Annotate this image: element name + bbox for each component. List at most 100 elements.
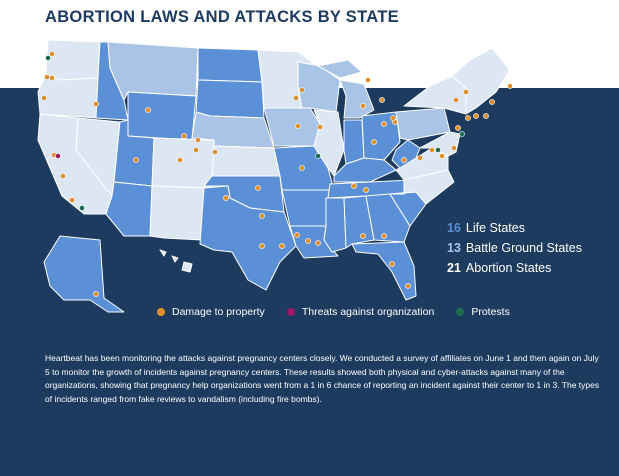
legend-label: Threats against organization (301, 306, 435, 318)
damage-dot (299, 87, 305, 93)
stat-battle-label: Battle Ground States (465, 241, 582, 255)
damage-dot (463, 89, 469, 95)
damage-dot (455, 125, 461, 131)
damage-dot (360, 103, 366, 109)
state-nm[interactable] (149, 185, 205, 241)
damage-dot (93, 291, 99, 297)
dot-icon (456, 308, 465, 316)
damage-dot (379, 97, 385, 103)
state-al[interactable] (343, 195, 375, 249)
damage-dot (483, 113, 489, 119)
state-ga[interactable] (365, 193, 411, 243)
stat-life: 16 Life States (447, 218, 582, 238)
stat-abortion: 21 Abortion States (447, 258, 582, 278)
state-sd[interactable] (195, 79, 265, 119)
state-wy[interactable] (127, 91, 197, 141)
stat-life-count: 16 (447, 221, 461, 235)
stat-abortion-label: Abortion States (465, 261, 552, 275)
damage-dot (49, 75, 55, 81)
state-oh[interactable] (361, 111, 401, 161)
legend: Damage to property Threats against organ… (157, 306, 532, 318)
damage-dot (507, 83, 513, 89)
damage-dot (405, 283, 411, 289)
legend-item-damage: Damage to property (157, 306, 265, 318)
damage-dot (212, 149, 218, 155)
damage-dot (69, 197, 75, 203)
state-newengland[interactable] (451, 47, 511, 115)
state-mi[interactable] (339, 79, 375, 119)
damage-dot (371, 139, 377, 145)
damage-dot (351, 183, 357, 189)
damage-dot (223, 195, 229, 201)
protest-dot (459, 131, 465, 137)
damage-dot (363, 187, 369, 193)
damage-dot (93, 101, 99, 107)
damage-dot (259, 243, 265, 249)
stat-battle-count: 13 (447, 241, 461, 255)
threat-dot (55, 153, 61, 159)
damage-dot (401, 157, 407, 163)
state-ms[interactable] (323, 197, 347, 253)
legend-label: Damage to property (172, 306, 265, 318)
damage-dot (41, 95, 47, 101)
state-counts: 16 Life States 13 Battle Ground States 21 A… (447, 218, 582, 278)
state-wa[interactable] (45, 39, 101, 81)
damage-dot (49, 51, 55, 57)
damage-dot (145, 107, 151, 113)
damage-dot (365, 77, 371, 83)
damage-dot (305, 238, 311, 244)
dot-icon (286, 308, 295, 316)
damage-dot (279, 243, 285, 249)
damage-dot (295, 123, 301, 129)
state-pa[interactable] (395, 107, 451, 141)
damage-dot (465, 115, 471, 121)
description-paragraph: Heartbeat has been monitoring the attack… (45, 353, 600, 404)
damage-dot (360, 233, 366, 239)
state-mt[interactable] (107, 41, 199, 101)
state-mi-up[interactable] (317, 59, 363, 79)
state-az[interactable] (105, 181, 153, 237)
state-ar[interactable] (281, 189, 331, 227)
damage-dot (293, 95, 299, 101)
stat-life-label: Life States (465, 221, 525, 235)
state-co[interactable] (151, 137, 215, 189)
damage-dot (390, 115, 396, 121)
damage-dot (317, 124, 323, 130)
damage-dot (473, 113, 479, 119)
state-ia[interactable] (263, 107, 321, 147)
damage-dot (299, 165, 305, 171)
state-hi[interactable] (159, 249, 193, 273)
state-nc[interactable] (389, 169, 455, 205)
damage-dot (381, 233, 387, 239)
damage-dot (44, 74, 50, 80)
damage-dot (195, 137, 201, 143)
protest-dot (79, 205, 85, 211)
damage-dot (451, 145, 457, 151)
damage-dot (439, 153, 445, 159)
damage-dot (259, 213, 265, 219)
damage-dot (315, 240, 321, 246)
legend-item-threats: Threats against organization (286, 306, 435, 318)
damage-dot (429, 147, 435, 153)
state-tx[interactable] (199, 185, 297, 291)
dot-icon (157, 308, 165, 316)
state-ks[interactable] (211, 145, 281, 177)
damage-dot (389, 261, 395, 267)
damage-dot (181, 133, 187, 139)
protest-dot (45, 55, 51, 61)
state-or[interactable] (37, 73, 99, 119)
legend-label: Protests (471, 306, 510, 318)
damage-dot (489, 99, 495, 105)
stat-battle: 13 Battle Ground States (447, 238, 582, 258)
damage-dot (193, 147, 199, 153)
damage-dot (133, 157, 139, 163)
state-fl[interactable] (351, 241, 417, 301)
state-in[interactable] (343, 119, 365, 165)
protest-dot (315, 153, 321, 159)
damage-dot (255, 185, 261, 191)
state-nd[interactable] (197, 47, 263, 83)
state-ak[interactable] (43, 235, 125, 313)
state-ky[interactable] (333, 157, 397, 183)
damage-dot (417, 155, 423, 161)
